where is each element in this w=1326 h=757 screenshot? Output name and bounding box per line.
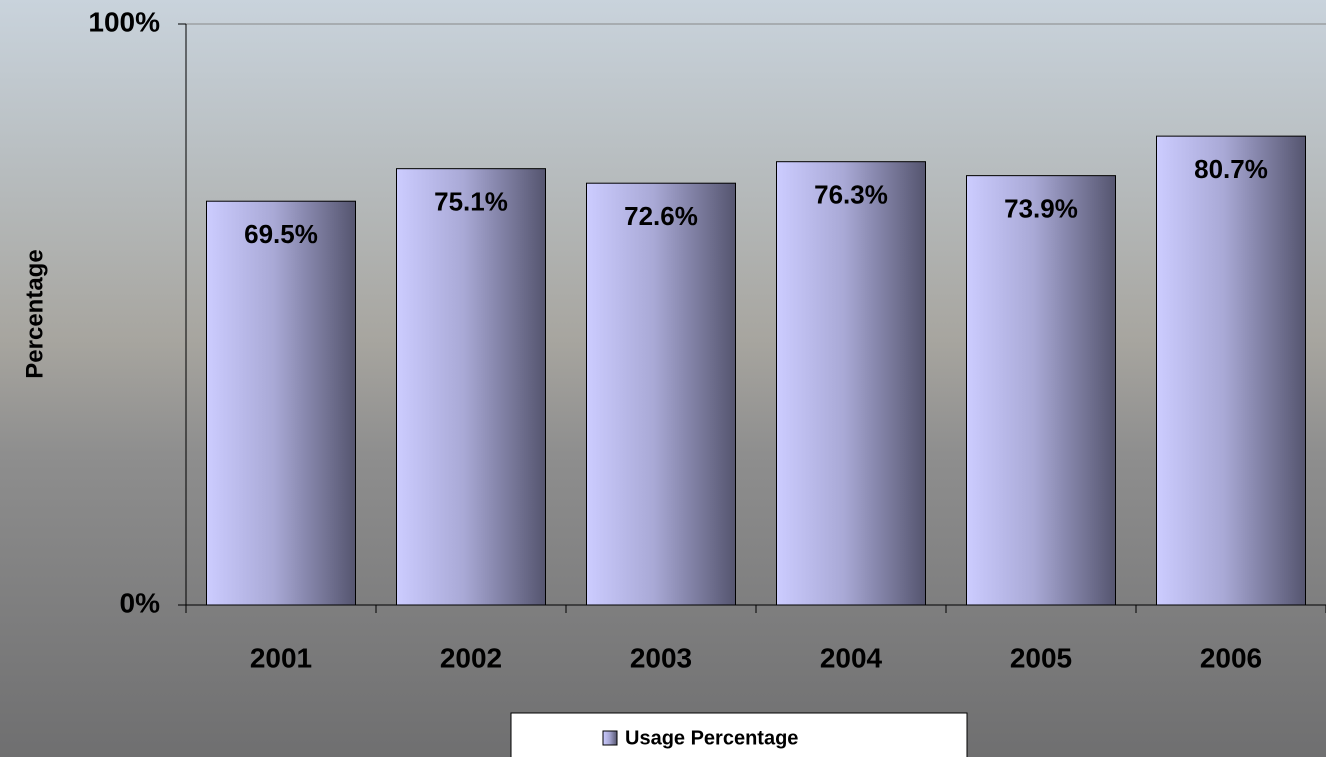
legend-label: Usage Percentage <box>625 727 798 749</box>
value-label: 73.9% <box>1004 194 1078 224</box>
value-label: 76.3% <box>814 180 888 210</box>
legend-box <box>510 712 968 757</box>
value-label: 69.5% <box>244 219 318 249</box>
bar <box>396 168 546 606</box>
bar <box>966 175 1116 606</box>
legend: Usage Percentage <box>510 712 968 757</box>
bar <box>776 161 926 606</box>
y-tick-label: 0% <box>120 587 161 618</box>
bar <box>206 200 356 606</box>
x-tick-label: 2006 <box>1200 642 1262 673</box>
legend-swatch <box>602 730 618 746</box>
bar <box>586 182 736 606</box>
x-tick-label: 2005 <box>1010 642 1072 673</box>
value-label: 80.7% <box>1194 154 1268 184</box>
value-label: 75.1% <box>434 187 508 217</box>
bar <box>1156 135 1306 606</box>
x-tick-label: 2001 <box>250 642 312 673</box>
value-label: 72.6% <box>624 201 698 231</box>
x-tick-label: 2003 <box>630 642 692 673</box>
x-tick-label: 2004 <box>820 642 883 673</box>
x-tick-label: 2002 <box>440 642 502 673</box>
y-axis-label: Percentage <box>21 249 48 378</box>
y-tick-label: 100% <box>88 6 160 37</box>
